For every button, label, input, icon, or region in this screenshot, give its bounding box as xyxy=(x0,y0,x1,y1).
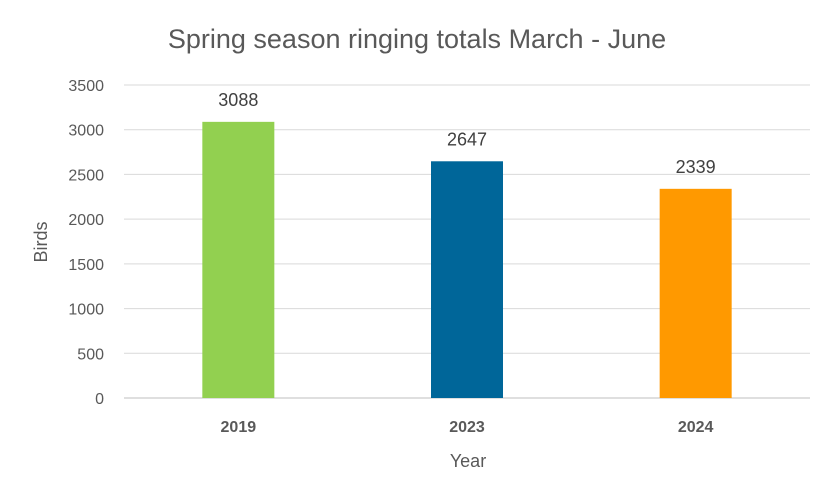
y-tick-label: 500 xyxy=(77,346,104,363)
y-tick-label: 1000 xyxy=(68,302,104,319)
y-tick-label: 3000 xyxy=(68,123,104,140)
y-axis-label: Birds xyxy=(31,221,51,262)
y-tick-label: 0 xyxy=(95,391,104,408)
x-tick-label: 2023 xyxy=(449,419,485,436)
data-label-2023: 2647 xyxy=(447,129,487,149)
bars xyxy=(202,121,732,398)
x-axis-label: Year xyxy=(450,451,486,471)
y-tick-label: 2500 xyxy=(68,167,104,184)
chart-title: Spring season ringing totals March - Jun… xyxy=(168,24,666,54)
x-tick-label: 2019 xyxy=(221,419,257,436)
y-tick-label: 2000 xyxy=(68,212,104,229)
bar-2019 xyxy=(202,121,275,398)
bar-2023 xyxy=(431,161,503,398)
y-axis-ticks: 0 500 1000 1500 2000 2500 3000 3500 xyxy=(68,78,104,408)
x-axis-ticks: 2019 2023 2024 xyxy=(221,419,714,436)
data-label-2019: 3088 xyxy=(218,90,258,110)
bar-2024 xyxy=(659,188,732,398)
data-labels: 3088 2647 2339 xyxy=(218,90,715,177)
y-tick-label: 1500 xyxy=(68,257,104,274)
y-tick-label: 3500 xyxy=(68,78,104,95)
data-label-2024: 2339 xyxy=(676,157,716,177)
x-tick-label: 2024 xyxy=(678,419,714,436)
